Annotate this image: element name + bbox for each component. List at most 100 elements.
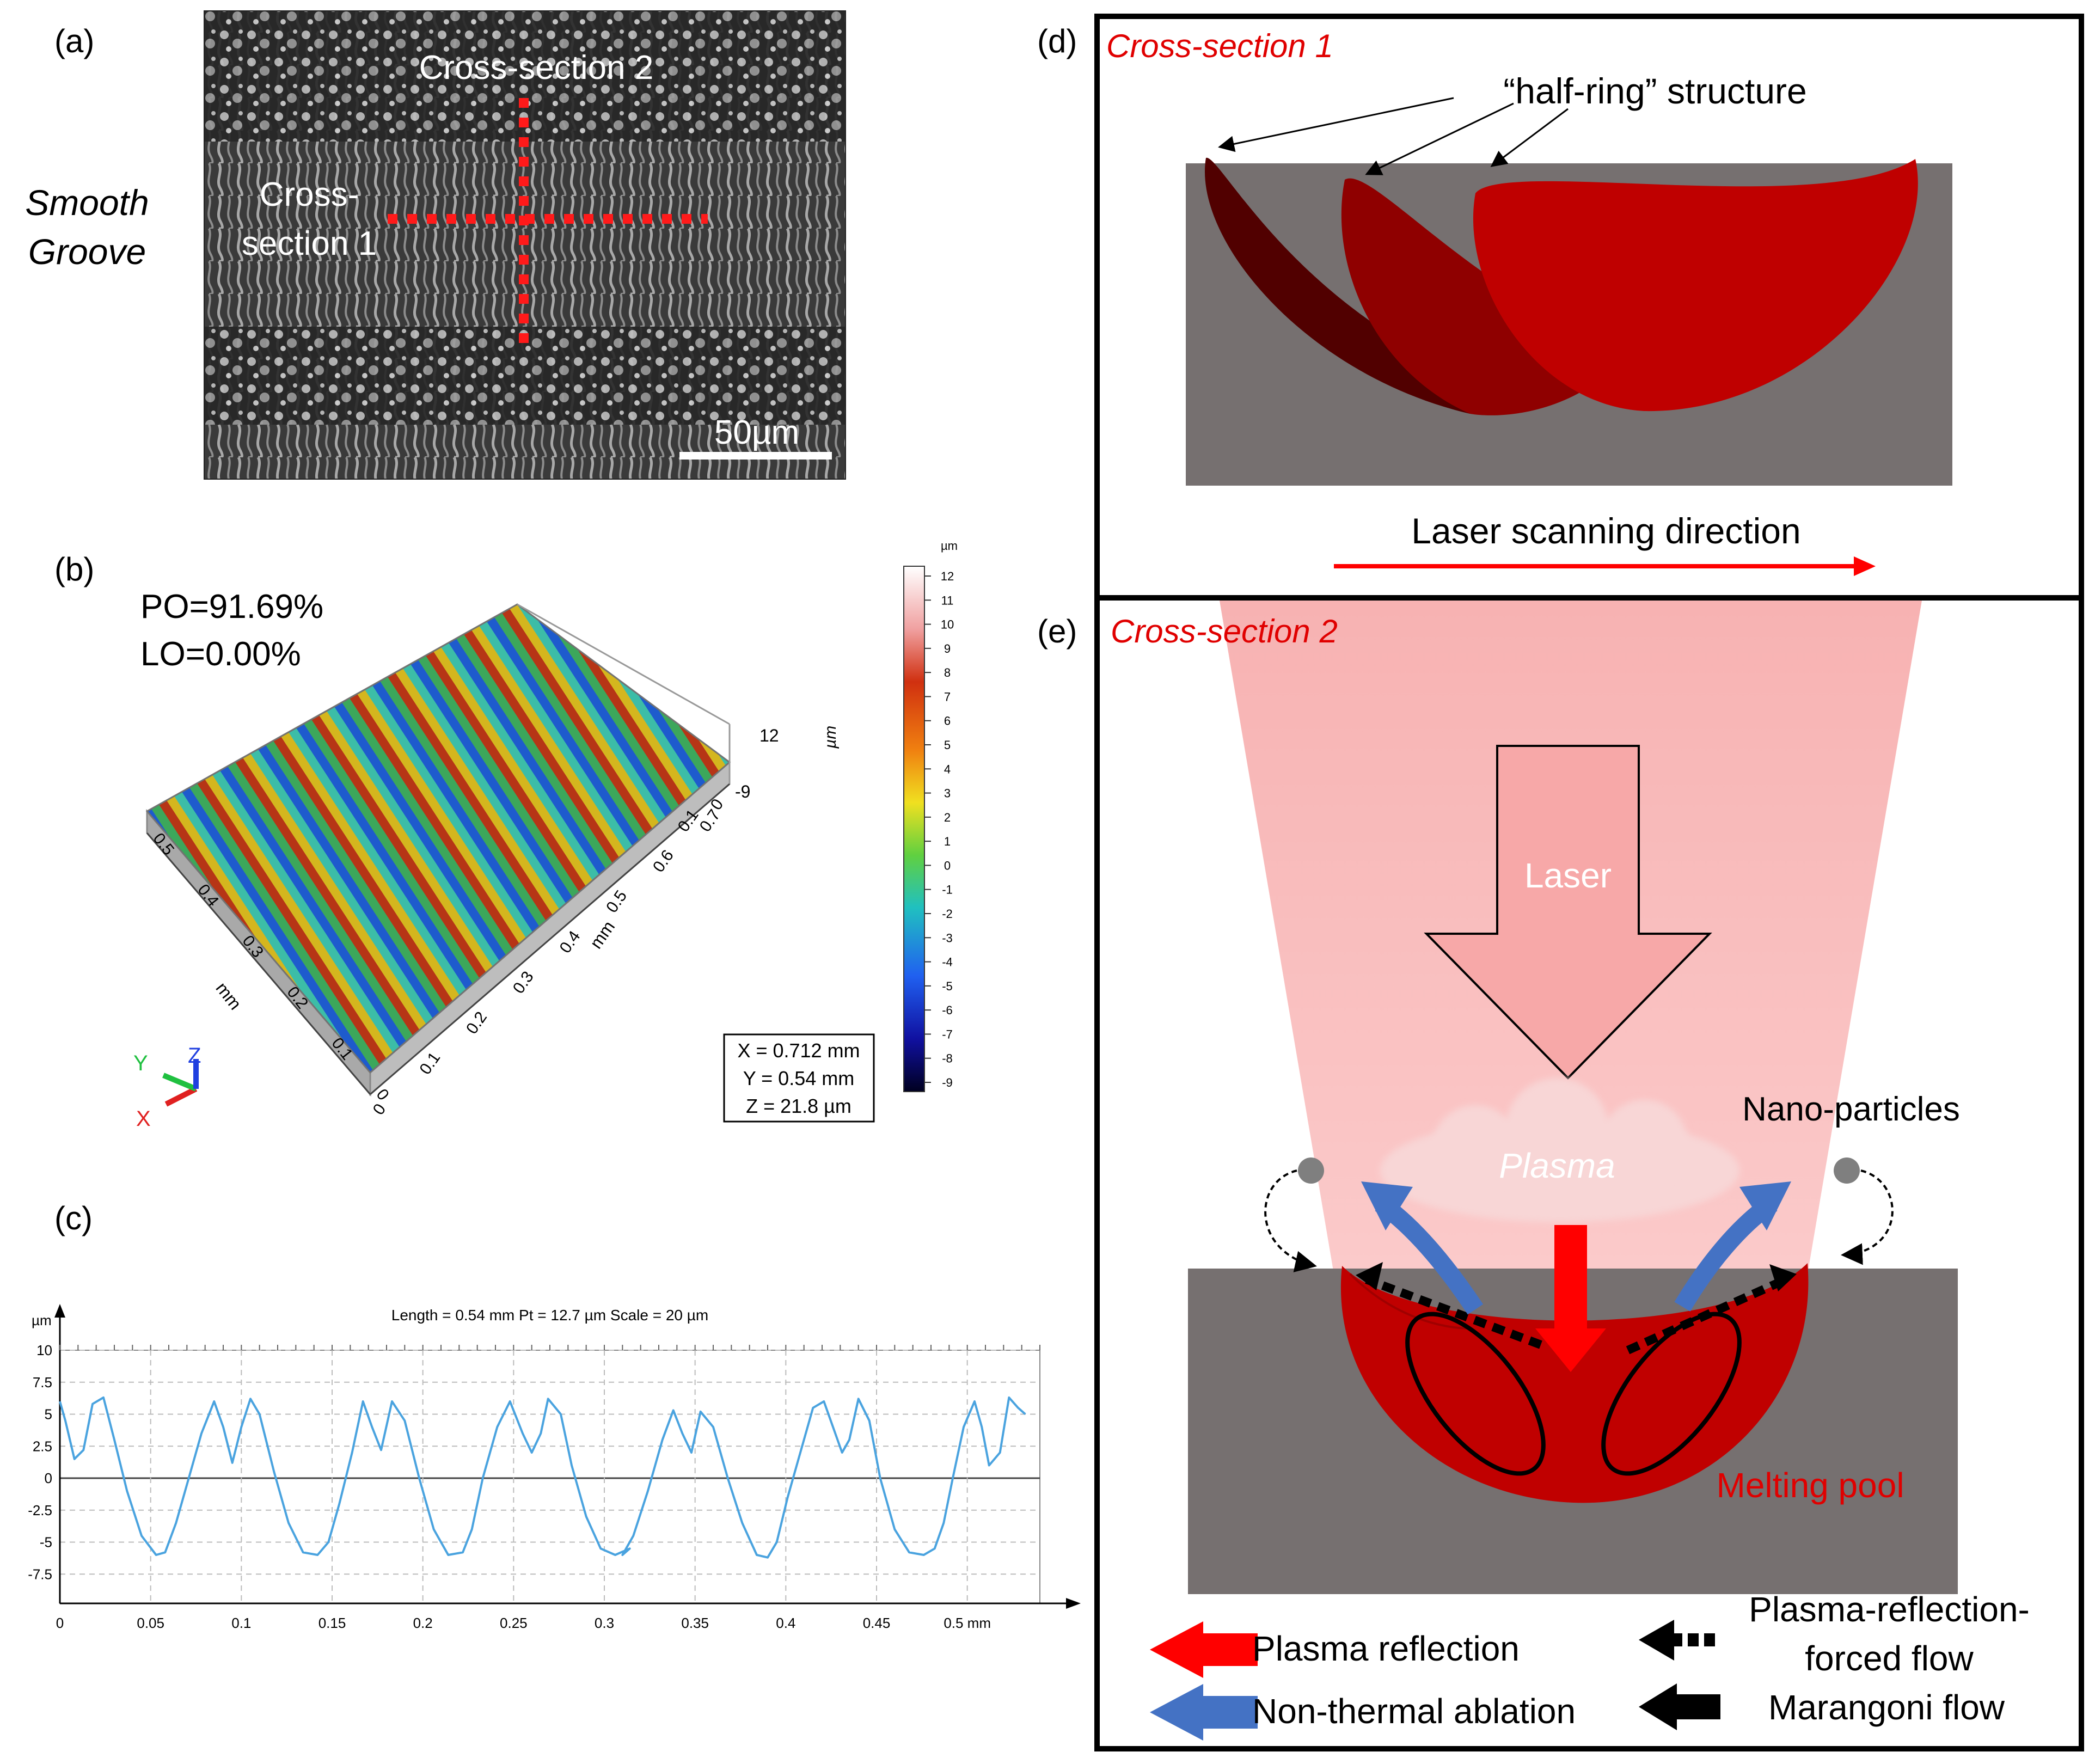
- plasma-cloud: [1380, 1078, 1739, 1222]
- legend-blue-arrow-body: [1200, 1696, 1258, 1729]
- panel-e: (e) Cross-section 2 Laser Plasma: [1037, 595, 2084, 1751]
- profile-series-line: [59, 1396, 1026, 1559]
- y-tick-label: -5: [40, 1534, 52, 1551]
- lo-text: LO=0.00%: [140, 635, 301, 673]
- colorbar-tick-label: -1: [942, 883, 953, 897]
- cross-section-1-title: Cross-section 1: [1106, 28, 1333, 64]
- dimensions-box: X = 0.712 mm Y = 0.54 mm Z = 21.8 µm: [723, 1033, 875, 1123]
- colorbar-tick-label: 0: [944, 859, 951, 872]
- colorbar-tick-label: 11: [941, 593, 954, 607]
- half-ring-label: “half-ring” structure: [1503, 71, 1807, 111]
- scan-direction-label: Laser scanning direction: [1411, 511, 1800, 551]
- triad-y-label: Y: [133, 1051, 148, 1075]
- nano-path-right: [1841, 1169, 1894, 1265]
- colorbar-tick-label: 3: [944, 787, 951, 800]
- forced-flow-right: [1626, 1275, 1788, 1355]
- y-tick-label: 2.5: [33, 1438, 52, 1454]
- forced-flow-right-head: [1769, 1264, 1797, 1291]
- legend-plasma-reflection: Plasma reflection: [1252, 1629, 1520, 1668]
- colorbar-tick-label: 10: [941, 618, 954, 632]
- axis-x-line: [370, 783, 730, 1095]
- axis-x-tick-label: 0.6: [650, 847, 677, 875]
- z-max-label: 12: [759, 726, 779, 745]
- legend-blue-arrowhead: [1150, 1684, 1203, 1741]
- y-axis-unit: µm: [32, 1312, 52, 1328]
- y-tick-label: 7.5: [33, 1374, 52, 1391]
- axis-x-tick-label: 0.4: [556, 928, 584, 957]
- laser-arrow-icon: [1424, 745, 1712, 1080]
- panel-a: (a) Smooth Groove Cross-section 2 Cross-…: [25, 10, 846, 480]
- axis-x-tick-label: 0.1: [416, 1049, 444, 1078]
- colorbar-tick-label: 7: [944, 690, 951, 703]
- legend-marangoni: Marangoni flow: [1768, 1688, 2005, 1727]
- panel-a-label: (a): [54, 23, 94, 59]
- half-ring-pointer-1: [1218, 97, 1454, 152]
- x-tick-label: 0.35: [681, 1615, 709, 1631]
- colorbar-tick-label: -7: [942, 1027, 953, 1041]
- x-axis-arrowhead: [1066, 1598, 1081, 1609]
- z-min-label: -9: [735, 782, 750, 801]
- dims-z: Z = 21.8 µm: [746, 1095, 852, 1117]
- colorbar-tick-label: 8: [944, 666, 951, 679]
- cross-section-1-label-line2: section 1: [242, 225, 377, 262]
- legend-dotted-arrowhead: [1639, 1620, 1674, 1661]
- axis-x-tick-label: 0.2: [463, 1008, 491, 1037]
- axis-triad-icon: X Y Z: [133, 1044, 201, 1131]
- triad-z-label: Z: [188, 1044, 201, 1068]
- dims-x: X = 0.712 mm: [737, 1039, 860, 1062]
- colorbar-tick-label: -2: [942, 907, 953, 921]
- cross-section-1-label-line1: Cross-: [260, 176, 359, 213]
- marangoni-loop-right: [1601, 1312, 1742, 1476]
- legend: Plasma reflection Non-thermal ablation P…: [1150, 1590, 2030, 1741]
- half-ring-pointer-2: [1365, 102, 1514, 175]
- colorbar: [903, 566, 925, 1092]
- dims-y: Y = 0.54 mm: [743, 1067, 854, 1089]
- colorbar-tick-label: -5: [942, 979, 953, 993]
- cross-section-2-label: Cross-section 2: [419, 49, 654, 87]
- marangoni-loop-left: [1405, 1312, 1546, 1476]
- triad-x-label: X: [136, 1107, 151, 1131]
- profile-header: Length = 0.54 mm Pt = 12.7 µm Scale = 20…: [391, 1307, 708, 1324]
- panel-d: (d) Cross-section 1 “half-ring” structur…: [1037, 14, 2084, 601]
- colorbar-tick-label: 4: [944, 762, 951, 776]
- scale-bar-label: 50µm: [714, 414, 799, 451]
- x-tick-label: 0.45: [863, 1615, 891, 1631]
- x-tick-label: 0.4: [776, 1615, 795, 1631]
- x-tick-label: 0: [56, 1615, 64, 1631]
- axis-x-tick-label: 0.3: [510, 968, 537, 997]
- y-tick-label: 5: [45, 1406, 52, 1423]
- colorbar-tick-label: 12: [941, 569, 954, 583]
- colorbar-tick-label: 5: [944, 738, 951, 752]
- colorbar-tick-label: 9: [944, 642, 951, 656]
- panel-b: (b) PO=91.69% LO=0.00% 0 0.1 0.2 0.3 0.4 0.5 0…: [54, 539, 958, 1131]
- groove-label: Groove: [28, 231, 146, 272]
- colorbar-tick-label: -8: [942, 1052, 953, 1065]
- melting-pool-label: Melting pool: [1716, 1466, 1904, 1505]
- plasma-reflection-arrow: [1554, 1225, 1587, 1334]
- axis-x-unit: mm: [586, 917, 618, 952]
- x-tick-label: 0.3: [595, 1615, 614, 1631]
- colorbar-tick-label: -3: [942, 931, 953, 945]
- nano-particle-right: [1834, 1157, 1860, 1184]
- panel-d-label: (d): [1037, 23, 1077, 59]
- cross-section-2-title: Cross-section 2: [1111, 613, 1338, 650]
- y-tick-label: 10: [36, 1342, 52, 1358]
- legend-non-thermal-ablation: Non-thermal ablation: [1252, 1692, 1576, 1731]
- legend-forced-flow-line1: Plasma-reflection-: [1749, 1590, 2030, 1629]
- axis-y-line: [146, 832, 371, 1095]
- panel-b-label: (b): [54, 551, 94, 587]
- nano-path-left: [1264, 1169, 1317, 1272]
- x-tick-label: 0.2: [413, 1615, 433, 1631]
- y-tick-label: 0: [45, 1470, 52, 1486]
- axis-y-unit: mm: [212, 978, 245, 1013]
- x-tick-label: 0.5 mm: [944, 1615, 991, 1631]
- po-text: PO=91.69%: [140, 588, 323, 626]
- panel-c-label: (c): [54, 1200, 93, 1236]
- axis-x-tick-label: 0: [370, 1100, 390, 1118]
- colorbar-tick-label: -9: [942, 1076, 953, 1089]
- scan-direction-arrowhead: [1854, 556, 1876, 576]
- half-ring-pointer-3: [1490, 108, 1569, 167]
- ablation-arrowhead-left: [1361, 1181, 1413, 1230]
- legend-black-arrow-body: [1674, 1694, 1720, 1719]
- smooth-label: Smooth: [25, 182, 149, 223]
